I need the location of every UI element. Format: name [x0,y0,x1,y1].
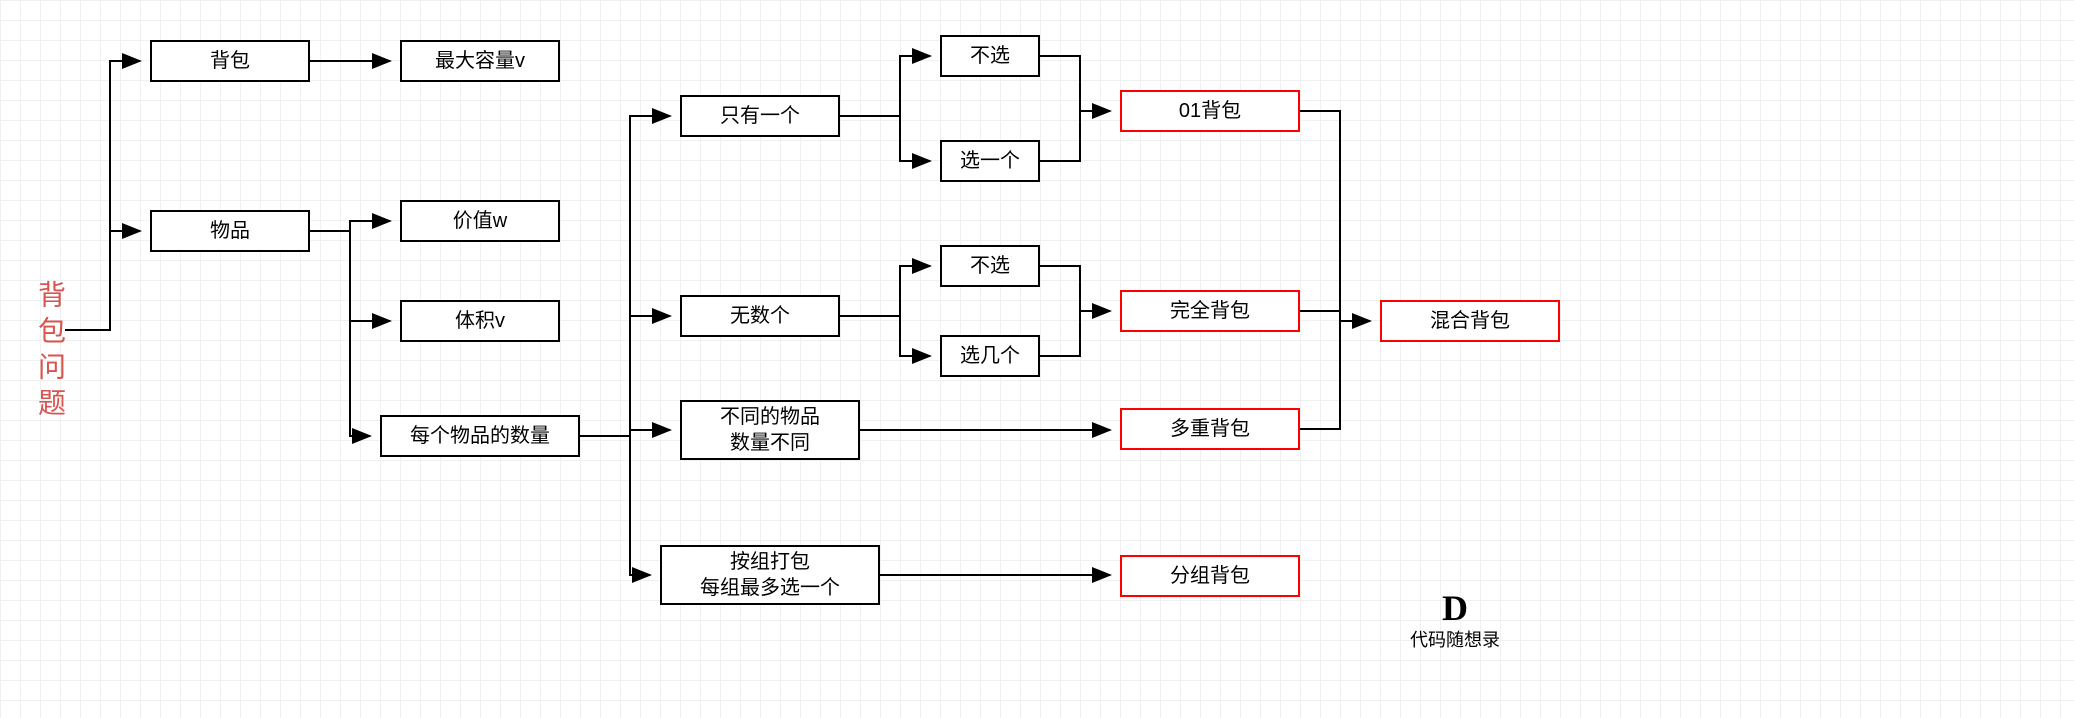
edge-16 [1040,266,1110,311]
node-noselect2: 不选 [940,245,1040,287]
node-maxcap: 最大容量v [400,40,560,82]
root-label: 背包问题 [30,280,70,424]
watermark: D 代码随想录 [1410,590,1500,652]
edge-4 [350,231,390,321]
edge-12 [840,266,930,316]
edge-5 [350,321,370,436]
watermark-text: 代码随想录 [1410,626,1500,652]
edge-10 [840,56,930,116]
node-bag01: 01背包 [1120,90,1300,132]
node-valuew: 价值w [400,200,560,242]
node-onlyone: 只有一个 [680,95,840,137]
node-item: 物品 [150,210,310,252]
node-selectsome: 选几个 [940,335,1040,377]
edge-3 [310,221,390,231]
node-qty: 每个物品的数量 [380,415,580,457]
edge-6 [580,116,670,436]
edge-20 [1300,111,1370,321]
edge-1 [110,231,140,330]
edge-8 [630,430,670,436]
edge-22 [1300,321,1340,429]
node-knapsack: 背包 [150,40,310,82]
node-bagmulti: 多重背包 [1120,408,1300,450]
edge-11 [900,116,930,161]
node-bagfull: 完全背包 [1120,290,1300,332]
edge-0 [65,61,140,330]
node-noselect1: 不选 [940,35,1040,77]
edge-15 [1040,111,1080,161]
edge-9 [630,436,650,575]
node-selectone: 选一个 [940,140,1040,182]
edge-14 [1040,56,1110,111]
watermark-logo: D [1410,590,1500,626]
edge-13 [900,316,930,356]
edge-17 [1040,311,1080,356]
node-infinite: 无数个 [680,295,840,337]
edge-7 [630,316,670,436]
node-bagmix: 混合背包 [1380,300,1560,342]
node-bygroup: 按组打包 每组最多选一个 [660,545,880,605]
node-baggroup: 分组背包 [1120,555,1300,597]
node-volumev: 体积v [400,300,560,342]
node-diffqty: 不同的物品 数量不同 [680,400,860,460]
